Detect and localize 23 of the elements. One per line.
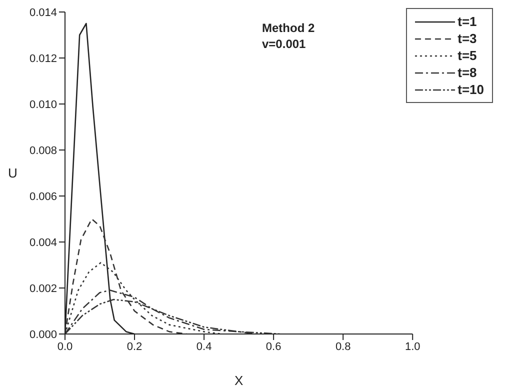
x-tick-label: 0.4 xyxy=(196,340,212,353)
x-tick-label: 0.6 xyxy=(266,340,282,353)
legend-label: t=10 xyxy=(458,82,484,97)
legend-label: t=3 xyxy=(458,31,477,46)
x-tick-label: 1.0 xyxy=(404,340,420,353)
legend-label: t=5 xyxy=(458,48,477,63)
y-tick-label: 0.014 xyxy=(29,6,57,19)
x-tick-label: 0.2 xyxy=(126,340,142,353)
y-tick-label: 0.012 xyxy=(29,52,57,65)
y-tick-label: 0.010 xyxy=(29,98,57,111)
y-axis-title: U xyxy=(8,166,18,181)
x-tick-label: 0.0 xyxy=(57,340,73,353)
y-tick-label: 0.002 xyxy=(29,282,57,295)
y-tick-label: 0.004 xyxy=(29,236,57,249)
annotation: v=0.001 xyxy=(262,36,307,52)
y-tick-label: 0.008 xyxy=(29,144,57,157)
x-axis-title: X xyxy=(234,373,244,388)
y-tick-label: 0.000 xyxy=(29,328,57,341)
legend-label: t=1 xyxy=(458,14,477,29)
legend-label: t=8 xyxy=(458,65,477,80)
x-tick-label: 0.8 xyxy=(335,340,351,353)
y-tick-label: 0.006 xyxy=(29,190,57,203)
annotation: Method 2 xyxy=(262,20,315,36)
